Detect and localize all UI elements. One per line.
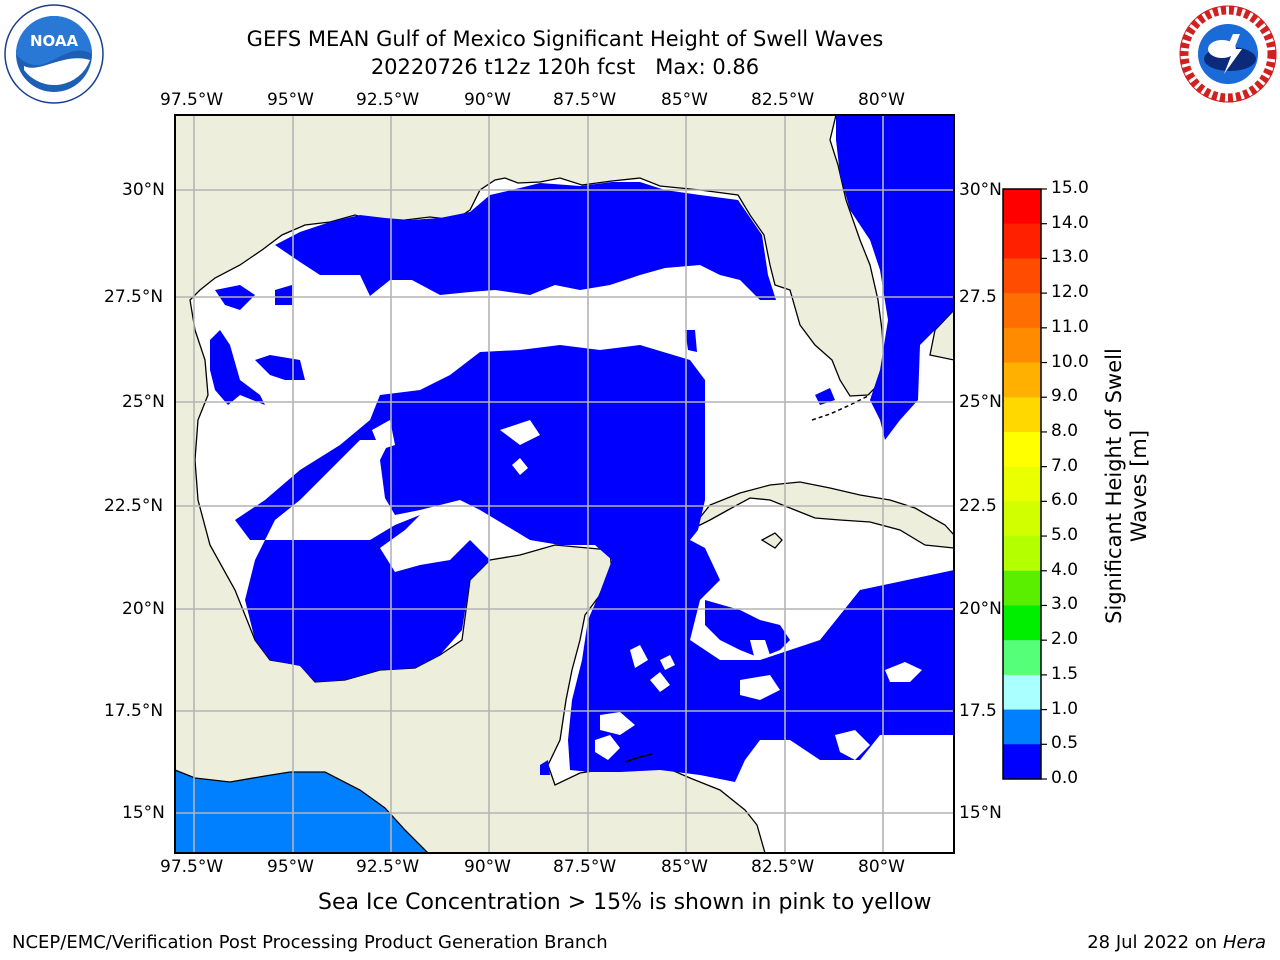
colorbar-tick-label: 2.0: [1051, 629, 1079, 650]
colorbar: [1002, 188, 1047, 780]
lon-label: 82.5°W: [751, 90, 815, 110]
sea-ice-note: Sea Ice Concentration > 15% is shown in …: [318, 890, 932, 915]
lon-label: 80°W: [858, 90, 905, 110]
land-isla-juventud: [760, 532, 783, 549]
lat-label: 20°N: [959, 599, 1002, 619]
lon-label: 87.5°W: [553, 90, 617, 110]
colorbar-tick-label: 1.0: [1051, 698, 1079, 719]
lon-label: 85°W: [661, 857, 708, 877]
lon-label: 90°W: [464, 90, 511, 110]
colorbar-segment: [1003, 293, 1041, 329]
colorbar-segment: [1003, 640, 1041, 676]
lat-label: 30°N: [122, 180, 165, 200]
colorbar-segment: [1003, 189, 1041, 225]
colorbar-tick-label: 12.0: [1051, 282, 1089, 303]
colorbar-tick-label: 13.0: [1051, 247, 1089, 268]
colorbar-tick-label: 8.0: [1051, 420, 1079, 441]
noaa-logo: NOAA: [4, 4, 104, 104]
footer-date: 28 Jul 2022 on: [1087, 932, 1218, 953]
colorbar-segment: [1003, 397, 1041, 433]
land-cuba: [689, 481, 954, 549]
footer-host: Hera: [1222, 932, 1266, 953]
footer-timestamp: 28 Jul 2022 on Hera: [1087, 932, 1266, 953]
nws-emblem-icon: [1179, 5, 1277, 103]
colorbar-tick-label: 5.0: [1051, 525, 1079, 546]
colorbar-segment: [1003, 466, 1041, 502]
florida-keys: [811, 394, 871, 421]
colorbar-segment: [1003, 570, 1041, 606]
lat-label: 30°N: [959, 180, 1002, 200]
nws-logo: [1178, 4, 1278, 104]
colorbar-segment: [1003, 223, 1041, 259]
chart-subtitle: 20220726 t12z 120h fcst Max: 0.86: [370, 55, 760, 79]
lat-label: 20°N: [122, 599, 165, 619]
colorbar-segment: [1003, 431, 1041, 468]
colorbar-segment: [1003, 744, 1041, 780]
swell-field-gaps: [372, 420, 922, 760]
lon-label: 97.5°W: [160, 857, 224, 877]
lon-label: 92.5°W: [356, 90, 420, 110]
colorbar-tick-label: 11.0: [1051, 316, 1089, 337]
lon-label: 82.5°W: [751, 857, 815, 877]
colorbar-frame: [1002, 188, 1042, 780]
lat-label: 17.5°N: [104, 701, 164, 721]
footer-producer: NCEP/EMC/Verification Post Processing Pr…: [12, 932, 608, 953]
lon-label: 95°W: [267, 90, 314, 110]
colorbar-tick-label: 6.0: [1051, 490, 1079, 511]
colorbar-segment: [1003, 605, 1041, 641]
lon-label: 90°W: [464, 857, 511, 877]
map-gridlines: [175, 115, 954, 853]
lon-label: 80°W: [858, 857, 905, 877]
lat-label: 15°N: [959, 803, 1002, 823]
pacific-ocean: [175, 769, 429, 853]
lat-label: 27.5°N: [104, 287, 164, 307]
land-bahamas: [929, 309, 954, 361]
colorbar-tick-label: 4.0: [1051, 559, 1079, 580]
map-frame: [174, 114, 955, 854]
lon-label: 97.5°W: [160, 90, 224, 110]
colorbar-segment: [1003, 362, 1041, 398]
colorbar-tick-label: 14.0: [1051, 212, 1089, 233]
colorbar-tick-label: 1.5: [1051, 663, 1079, 684]
colorbar-tick-label: 3.0: [1051, 594, 1079, 615]
svg-text:NOAA: NOAA: [30, 32, 79, 50]
colorbar-tick-label: 9.0: [1051, 386, 1079, 407]
lon-label: 95°W: [267, 857, 314, 877]
colorbar-tick-label: 7.0: [1051, 455, 1079, 476]
colorbar-tick-label: 0.5: [1051, 733, 1079, 754]
lat-label: 17.5: [959, 701, 997, 721]
lat-label: 15°N: [122, 803, 165, 823]
yucatan-islands: [624, 753, 653, 763]
chart-title: GEFS MEAN Gulf of Mexico Significant Hei…: [246, 27, 884, 51]
lat-label: 22.5: [959, 496, 997, 516]
colorbar-tick-label: 15.0: [1051, 178, 1089, 198]
lat-label: 27.5: [959, 287, 997, 307]
lat-label: 22.5°N: [104, 496, 164, 516]
lat-label: 25°N: [959, 392, 1002, 412]
lon-label: 85°W: [661, 90, 708, 110]
colorbar-segment: [1003, 501, 1041, 537]
lon-label: 92.5°W: [356, 857, 420, 877]
colorbar-label: Significant Height of Swell Waves [m]: [1102, 348, 1151, 624]
lat-label: 25°N: [122, 392, 165, 412]
colorbar-segment: [1003, 258, 1041, 294]
noaa-emblem-icon: NOAA: [4, 4, 104, 104]
colorbar-segment: [1003, 674, 1041, 711]
colorbar-segment: [1003, 327, 1041, 364]
colorbar-segment: [1003, 536, 1041, 572]
colorbar-tick-label: 10.0: [1051, 351, 1089, 372]
colorbar-segment: [1003, 709, 1041, 745]
colorbar-tick-label: 0.0: [1051, 768, 1079, 788]
swell-field-low: [210, 115, 954, 782]
lon-label: 87.5°W: [553, 857, 617, 877]
